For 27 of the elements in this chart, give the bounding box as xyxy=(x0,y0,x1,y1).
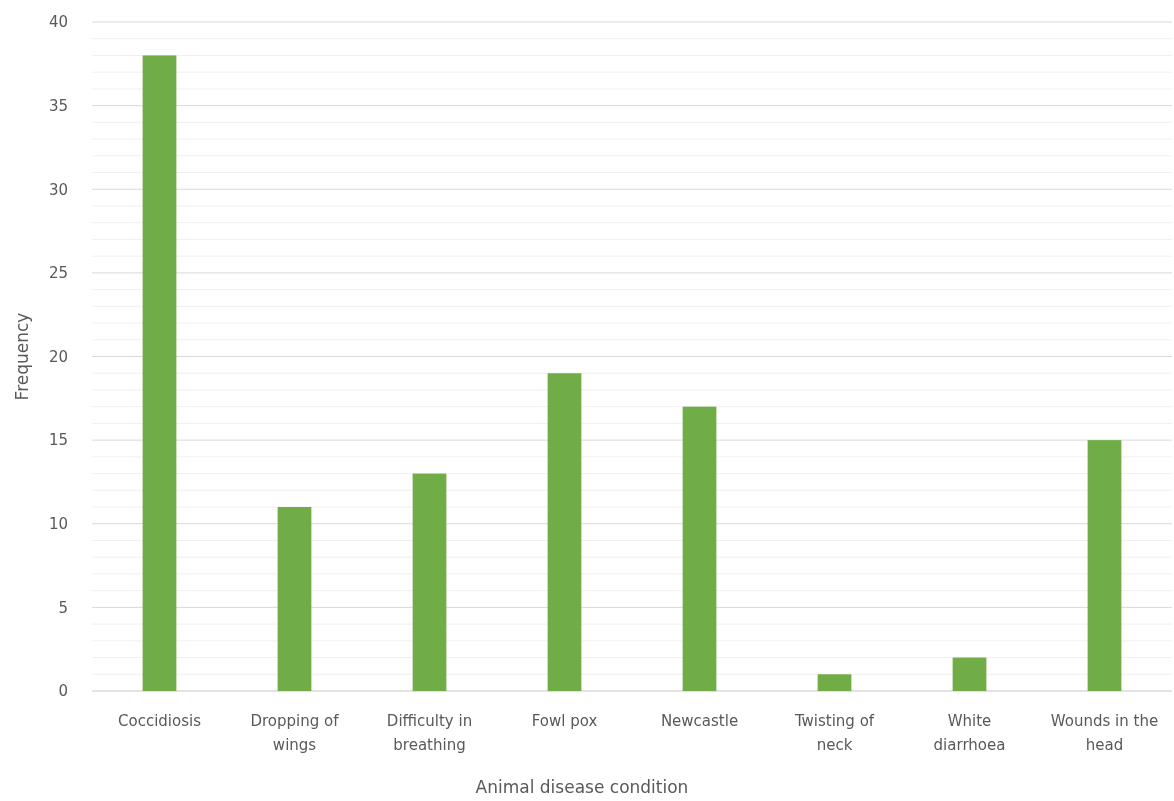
y-tick-label: 10 xyxy=(48,515,68,533)
bar xyxy=(682,406,717,691)
x-axis-title: Animal disease condition xyxy=(475,777,689,797)
y-tick-label: 20 xyxy=(48,347,68,366)
bar xyxy=(817,674,852,691)
bar xyxy=(547,373,582,691)
y-tick-label: 25 xyxy=(48,264,68,283)
bar xyxy=(1087,440,1122,691)
y-tick-label: 5 xyxy=(58,598,68,617)
y-tick-label: 35 xyxy=(48,96,68,115)
x-tick-label: White diarrhoea xyxy=(933,712,1006,754)
x-tick-label: Fowl pox xyxy=(531,712,598,730)
bar xyxy=(277,507,312,691)
x-tick-label: Dropping of wings xyxy=(250,712,340,754)
x-tick-label: Wounds in the head xyxy=(1050,712,1159,754)
y-axis-title: Frequency xyxy=(12,312,32,401)
bar xyxy=(142,55,177,691)
bar xyxy=(952,657,987,691)
x-tick-label: Newcastle xyxy=(660,712,739,730)
x-tick-label: Difficulty in breathing xyxy=(386,712,473,754)
y-tick-label: 40 xyxy=(48,13,68,32)
y-tick-label: 0 xyxy=(58,682,68,701)
y-tick-label: 30 xyxy=(48,180,68,199)
bar xyxy=(412,473,447,691)
x-tick-label: Twisting of neck xyxy=(793,712,875,754)
y-tick-label: 15 xyxy=(48,431,68,450)
x-tick-label: Coccidiosis xyxy=(118,712,202,730)
